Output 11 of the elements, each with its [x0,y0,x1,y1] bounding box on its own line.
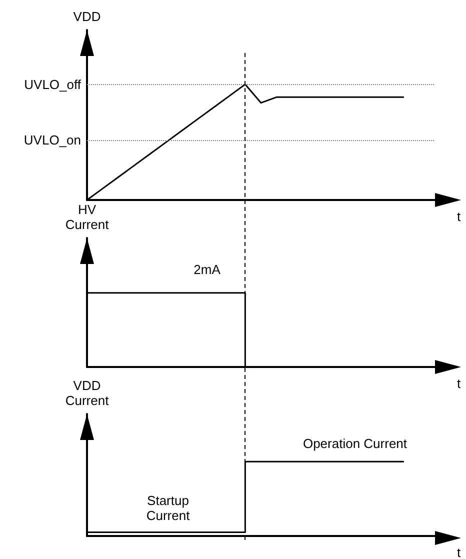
y-axis-title: HV Current [65,202,110,232]
ref-line-label: UVLO_on [24,132,81,148]
x-axis-title: t [457,209,461,224]
text: 2mA [194,262,221,277]
ref-line-label: UVLO_off [24,76,82,92]
x-axis-title: t [457,376,461,391]
y-axis-title: VDD Current [65,378,110,408]
y-axis-title: VDD [73,9,101,24]
text: Operation Current [302,436,408,451]
x-axis-title: t [457,545,461,559]
annotation: Startup Current [146,493,190,523]
